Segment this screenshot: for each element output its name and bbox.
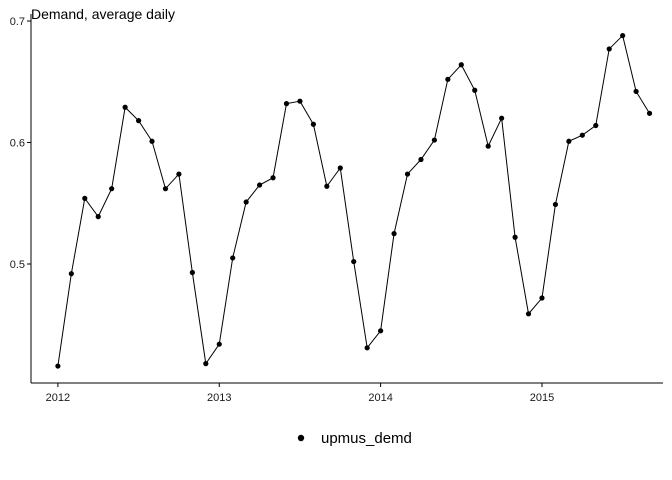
data-point	[646, 110, 653, 116]
legend: upmus_demd	[297, 430, 412, 447]
data-point	[176, 171, 182, 177]
data-point	[122, 104, 128, 110]
chart-title: Demand, average daily	[31, 6, 175, 22]
data-point	[364, 345, 370, 351]
data-point	[499, 115, 505, 121]
data-point	[55, 363, 61, 369]
data-point	[593, 122, 599, 129]
x-tick-label: 2014	[368, 392, 392, 404]
legend-marker	[297, 434, 305, 442]
x-tick-label: 2013	[207, 392, 231, 404]
y-ticks: 0.5 0.6 0.7	[10, 16, 31, 271]
data-point	[391, 231, 397, 237]
y-tick-label: 0.5	[10, 259, 25, 271]
data-point	[351, 258, 357, 265]
data-point	[257, 182, 263, 188]
data-point	[337, 165, 343, 171]
legend-label: upmus_demd	[321, 430, 412, 447]
data-point	[579, 132, 585, 138]
data-point	[283, 101, 290, 107]
x-tick-label: 2012	[46, 392, 70, 404]
data-point	[162, 186, 169, 192]
data-point	[216, 341, 222, 347]
x-ticks: 2012 2013 2014 2015	[46, 383, 554, 404]
data-point	[297, 98, 303, 104]
data-point	[512, 234, 518, 240]
data-point	[270, 175, 276, 181]
data-point	[230, 255, 236, 261]
data-point	[633, 88, 639, 95]
data-point	[95, 214, 101, 220]
data-point	[525, 311, 532, 317]
data-point	[243, 199, 249, 205]
series-line-upmus-demd	[57, 34, 650, 367]
data-point	[68, 271, 74, 277]
data-point	[552, 201, 559, 208]
x-tick-label: 2015	[530, 392, 554, 404]
data-point	[82, 195, 88, 201]
data-point	[203, 361, 209, 367]
data-point	[109, 186, 115, 192]
series-points	[55, 32, 653, 369]
data-point	[431, 137, 437, 143]
data-point	[620, 32, 626, 39]
data-point	[404, 171, 411, 177]
y-tick-label: 0.6	[10, 138, 25, 150]
data-point	[445, 76, 451, 82]
data-point	[378, 328, 384, 334]
data-point	[135, 118, 142, 124]
data-point	[566, 138, 572, 144]
data-point	[189, 269, 195, 276]
data-point	[324, 183, 330, 189]
data-point	[539, 295, 545, 301]
y-tick-label: 0.7	[10, 16, 25, 28]
data-point	[606, 46, 612, 52]
data-point	[310, 121, 316, 127]
data-point	[458, 62, 464, 68]
data-point	[418, 156, 424, 163]
data-point	[485, 143, 491, 149]
data-point	[472, 87, 478, 93]
data-point	[149, 138, 155, 144]
